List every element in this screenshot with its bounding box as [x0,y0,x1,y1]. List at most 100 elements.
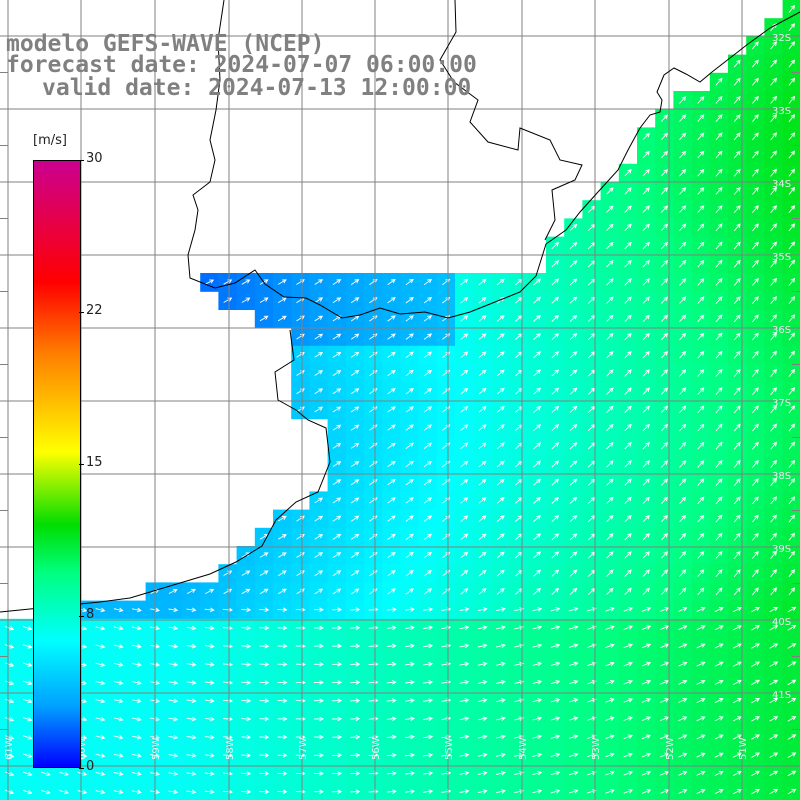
wind-arrow [332,515,342,522]
wind-arrow [787,734,797,740]
wind-arrow [423,625,434,631]
wind-arrow [132,771,142,777]
wind-arrow [697,278,705,286]
wind-arrow [332,570,342,577]
wind-arrow [204,680,215,685]
wind-arrow [404,643,415,649]
wind-arrow [752,387,759,395]
lat-label: 37S [772,398,791,409]
wind-arrow [624,514,632,523]
wind-arrow [624,387,632,395]
wind-arrow [387,424,396,431]
wind-arrow [423,424,433,431]
wind-arrow [551,296,560,304]
wind-arrow [496,661,506,667]
wind-arrow [733,314,741,323]
wind-arrow [369,460,378,468]
wind-arrow [241,643,252,649]
wind-arrow [332,461,342,467]
wind-arrow [533,569,542,577]
wind-arrow [624,223,632,232]
wind-arrow [642,423,650,432]
wind-arrow [714,661,724,667]
wind-arrow [770,550,778,559]
wind-arrow [369,369,378,377]
wind-arrow [259,753,270,758]
wind-arrow [752,332,759,341]
wind-arrow [113,735,124,740]
wind-arrow [478,296,487,304]
wind-arrow [569,260,578,268]
wind-arrow [770,332,778,341]
wind-arrow [642,351,650,359]
wind-arrow [678,625,688,631]
wind-arrow [752,114,759,122]
wind-arrow [478,551,487,559]
wind-arrow [606,442,614,450]
wind-arrow [732,607,742,613]
wind-arrow [788,459,796,468]
wind-arrow [770,514,778,523]
wind-arrow [477,698,488,703]
wind-arrow [314,607,324,612]
wind-arrow [732,789,742,795]
wind-arrow [4,771,15,777]
colorbar-tick-30: 30 [79,151,103,166]
wind-arrow [532,625,543,630]
wind-arrow [715,114,723,122]
wind-arrow [314,333,324,340]
wind-arrow [405,369,414,377]
wind-arrow [624,405,632,414]
wind-arrow [277,680,288,685]
wind-arrow [387,297,396,304]
wind-arrow [277,625,288,631]
wind-arrow [770,150,778,159]
wind-arrow [732,679,742,685]
wind-arrow [22,753,33,758]
wind-arrow [350,388,360,395]
wind-arrow [715,478,723,486]
wind-arrow [296,370,305,376]
wind-arrow [423,515,433,522]
wind-arrow [550,716,561,721]
wind-arrow [606,423,614,432]
wind-arrow [387,442,396,449]
wind-arrow [405,460,414,468]
wind-arrow [697,441,705,450]
wind-arrow [423,698,434,703]
wind-arrow [751,752,761,758]
wind-arrow [332,406,342,413]
wind-arrow [641,789,652,794]
wind-arrow [678,679,688,685]
wind-arrow [788,296,796,305]
wind-arrow [296,588,305,595]
wind-arrow [222,716,233,722]
wind-arrow [569,314,578,322]
wind-arrow [787,679,797,686]
wind-arrow [642,533,650,541]
wind-arrow [606,387,614,395]
wind-arrow [697,496,705,505]
wind-arrow [623,643,633,649]
wind-arrow [569,460,578,468]
wind-arrow [532,752,543,758]
wind-arrow [478,442,487,450]
wind-arrow [478,515,487,522]
wind-arrow [277,734,288,740]
wind-arrow [478,497,487,504]
wind-arrow [551,442,560,450]
wind-arrow [332,479,342,486]
wind-arrow [696,607,706,613]
wind-arrow [369,351,378,358]
wind-arrow [168,662,179,667]
wind-arrow [770,368,778,377]
wind-arrow [733,277,741,286]
wind-arrow [532,698,543,703]
wind-arrow [551,278,560,286]
wind-arrow [733,59,741,68]
wind-arrow [423,278,433,286]
wind-arrow [204,734,215,740]
wind-arrow [752,277,759,286]
lat-label: 33S [772,106,791,117]
wind-arrow [715,368,723,377]
